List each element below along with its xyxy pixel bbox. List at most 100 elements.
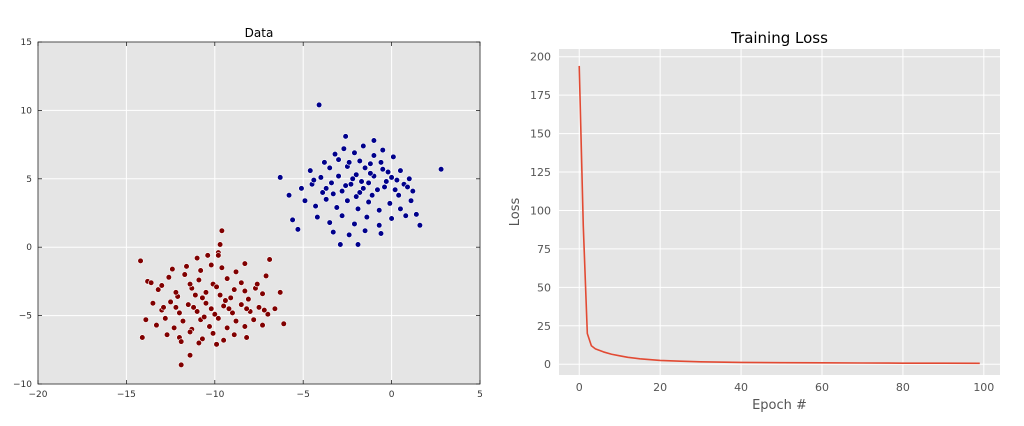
point-class-0 <box>211 311 218 318</box>
loss-y-tick-label: 0 <box>544 358 551 371</box>
point-class-1 <box>392 186 399 193</box>
point-class-0 <box>254 281 261 288</box>
point-class-0 <box>142 316 149 323</box>
point-class-0 <box>224 275 231 282</box>
loss-x-tick-label: 80 <box>896 381 910 394</box>
point-class-1 <box>344 197 351 204</box>
point-class-0 <box>153 322 160 329</box>
point-class-1 <box>409 188 416 195</box>
point-class-1 <box>438 166 445 173</box>
loss-title: Training Loss <box>730 29 828 47</box>
point-class-0 <box>185 301 192 308</box>
point-class-0 <box>259 322 266 329</box>
loss-y-tick-label: 125 <box>530 166 551 179</box>
point-class-1 <box>374 186 381 193</box>
loss-chart: 0 20 40 60 80 100 0 25 50 75 100 125 150 175 200 Train… <box>508 29 1000 413</box>
point-class-1 <box>346 159 353 166</box>
point-class-1 <box>351 149 358 156</box>
point-class-1 <box>328 179 335 187</box>
point-class-0 <box>232 268 240 275</box>
point-class-1 <box>363 214 370 221</box>
point-class-0 <box>245 296 252 303</box>
point-class-1 <box>346 231 353 238</box>
point-class-0 <box>192 291 199 299</box>
point-class-1 <box>331 151 339 158</box>
point-class-1 <box>365 179 372 187</box>
point-class-1 <box>354 241 362 248</box>
point-class-0 <box>217 291 224 299</box>
point-class-0 <box>225 305 233 312</box>
point-class-0 <box>186 328 194 336</box>
point-class-0 <box>266 256 273 263</box>
point-class-0 <box>172 304 180 311</box>
point-class-1 <box>407 197 415 204</box>
loss-ticks: 0 20 40 60 80 100 0 25 50 75 100 125 150 175 200 <box>530 51 994 394</box>
point-class-0 <box>183 263 190 270</box>
point-class-1 <box>390 153 397 161</box>
point-class-0 <box>217 241 224 248</box>
scatter-y-tick-label: 5 <box>26 175 32 185</box>
point-class-0 <box>208 261 215 269</box>
point-class-0 <box>243 334 250 341</box>
point-class-1 <box>353 193 360 200</box>
point-class-1 <box>338 188 346 195</box>
loss-y-tick-label: 100 <box>530 204 551 217</box>
point-class-0 <box>163 331 171 338</box>
point-class-0 <box>250 316 257 323</box>
point-class-1 <box>342 182 349 189</box>
point-class-1 <box>416 222 423 229</box>
scatter-chart: −20 −15 −10 −5 0 5 −10 −5 0 5 10 15 Data <box>13 26 483 400</box>
point-class-1 <box>316 101 323 109</box>
scatter-x-tick-label: −20 <box>29 390 48 400</box>
point-class-1 <box>319 189 326 196</box>
scatter-y-tick-label: 10 <box>21 106 33 116</box>
point-class-1 <box>354 205 362 212</box>
loss-x-tick-label: 100 <box>973 381 994 394</box>
loss-plot-area <box>559 49 1000 375</box>
point-class-1 <box>338 212 346 219</box>
point-class-1 <box>397 167 404 174</box>
point-class-0 <box>178 338 185 345</box>
point-class-1 <box>358 178 365 185</box>
point-class-0 <box>241 287 248 295</box>
point-class-0 <box>176 309 183 316</box>
point-class-0 <box>231 286 238 293</box>
point-class-1 <box>393 177 401 184</box>
point-class-1 <box>381 183 388 191</box>
point-class-1 <box>323 185 330 192</box>
point-class-0 <box>209 330 217 337</box>
point-class-1 <box>404 183 411 191</box>
point-class-1 <box>301 197 309 204</box>
point-class-1 <box>356 189 363 196</box>
point-class-1 <box>351 220 358 228</box>
point-class-1 <box>285 192 293 199</box>
point-class-1 <box>314 214 321 221</box>
point-class-0 <box>148 279 155 286</box>
point-class-0 <box>259 290 266 297</box>
point-class-1 <box>349 175 356 182</box>
point-class-0 <box>194 255 201 262</box>
point-class-1 <box>395 192 402 199</box>
point-class-0 <box>155 286 162 293</box>
loss-y-tick-label: 25 <box>537 320 551 333</box>
point-class-1 <box>367 160 374 167</box>
point-class-0 <box>208 305 215 312</box>
loss-y-tick-label: 150 <box>530 128 551 141</box>
point-class-1 <box>277 174 284 181</box>
point-class-1 <box>323 196 330 203</box>
point-class-0 <box>243 305 250 312</box>
loss-y-axis-label: Loss <box>508 198 523 227</box>
point-class-1 <box>335 172 342 180</box>
point-class-0 <box>158 282 165 289</box>
loss-x-axis-label: Epoch # <box>752 398 807 413</box>
point-class-0 <box>201 313 208 321</box>
scatter-x-tick-label: 0 <box>389 390 395 400</box>
point-class-0 <box>139 334 146 341</box>
point-class-1 <box>330 229 337 236</box>
loss-y-tick-label: 175 <box>530 89 551 102</box>
point-class-1 <box>356 157 363 165</box>
point-class-0 <box>204 252 211 259</box>
point-class-0 <box>199 294 206 301</box>
point-class-0 <box>190 304 197 311</box>
point-class-0 <box>195 339 202 347</box>
